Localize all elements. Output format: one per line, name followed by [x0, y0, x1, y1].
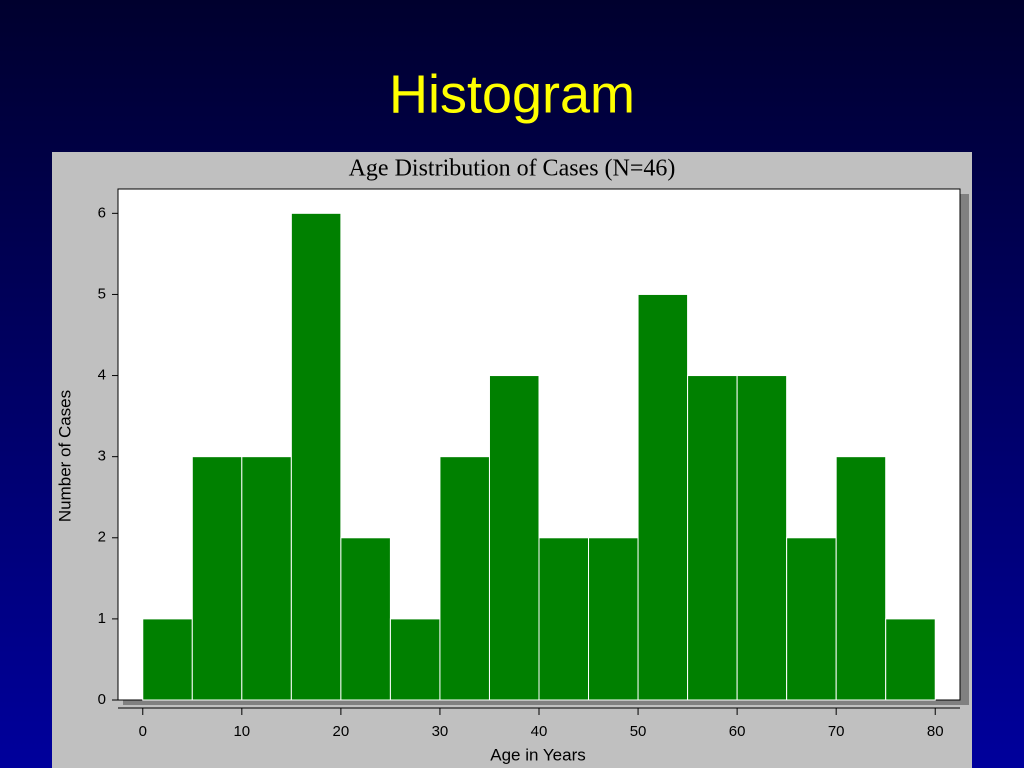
bar [142, 618, 193, 701]
x-tick-label: 30 [432, 723, 449, 740]
bar [786, 537, 837, 701]
x-tick-label: 40 [531, 723, 548, 740]
bar [241, 456, 292, 701]
bar [340, 537, 391, 701]
bar [588, 537, 639, 701]
x-tick-label: 60 [729, 723, 746, 740]
chart-title: Age Distribution of Cases (N=46) [349, 156, 676, 182]
bar [538, 537, 590, 701]
bar [290, 212, 342, 701]
y-tick-label: 3 [98, 448, 106, 465]
x-tick-label: 70 [828, 723, 845, 740]
x-tick-label: 10 [233, 723, 250, 740]
x-axis-label: Age in Years [490, 745, 585, 764]
bar [835, 456, 887, 701]
bar [736, 375, 788, 701]
x-tick-label: 0 [139, 723, 147, 740]
bar [191, 456, 243, 701]
y-tick-label: 5 [98, 285, 106, 302]
bar [687, 375, 738, 701]
bar [488, 375, 540, 701]
bar [885, 618, 936, 701]
x-tick-label: 50 [630, 723, 647, 740]
bar [439, 456, 490, 701]
y-tick-label: 0 [98, 691, 106, 708]
y-tick-label: 1 [98, 610, 106, 627]
x-tick-label: 80 [927, 723, 944, 740]
bar [637, 293, 689, 701]
y-tick-label: 4 [98, 367, 106, 384]
y-axis-label: Number of Cases [55, 390, 74, 522]
y-tick-label: 2 [98, 529, 106, 546]
x-tick-label: 20 [333, 723, 350, 740]
bar [389, 618, 441, 701]
slide-title: Histogram [389, 64, 635, 124]
y-tick-label: 6 [98, 204, 106, 221]
